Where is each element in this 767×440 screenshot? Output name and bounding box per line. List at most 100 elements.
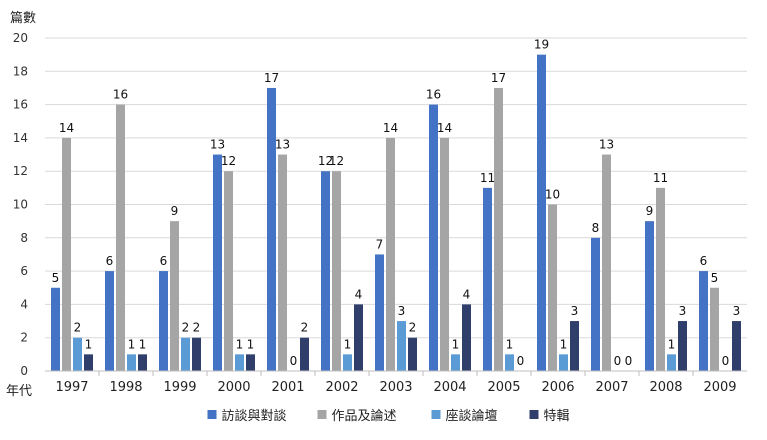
data-label: 1 bbox=[344, 337, 352, 351]
bar bbox=[235, 354, 244, 371]
bar bbox=[192, 337, 201, 371]
bar bbox=[73, 337, 82, 371]
data-label: 9 bbox=[646, 204, 654, 218]
y-tick-label: 6 bbox=[20, 264, 28, 278]
data-label: 17 bbox=[491, 71, 506, 85]
data-label: 6 bbox=[106, 254, 114, 268]
bar bbox=[678, 321, 687, 371]
data-label: 5 bbox=[52, 271, 60, 285]
y-tick-label: 14 bbox=[13, 131, 28, 145]
bars bbox=[51, 54, 741, 372]
legend: 訪談與對談 作品及論述 座談論壇 特輯 bbox=[207, 408, 570, 424]
data-label: 14 bbox=[383, 121, 398, 135]
x-axis-ticks: 1997 1998 1999 2000 2001 2002 2003 2004 2005 2006… bbox=[55, 371, 737, 395]
data-label: 6 bbox=[700, 254, 708, 268]
data-label: 2 bbox=[193, 321, 201, 335]
data-label: 16 bbox=[113, 88, 128, 102]
y-axis-label: 篇數 bbox=[10, 11, 36, 26]
data-label: 2 bbox=[409, 321, 417, 335]
bar bbox=[699, 271, 708, 371]
data-label: 4 bbox=[355, 287, 363, 301]
data-label: 13 bbox=[275, 138, 290, 152]
bar bbox=[84, 354, 93, 371]
data-label: 16 bbox=[426, 88, 441, 102]
data-label: 0 bbox=[614, 354, 622, 368]
x-tick-label: 1998 bbox=[109, 380, 142, 395]
bar bbox=[559, 354, 568, 371]
data-label: 1 bbox=[85, 337, 93, 351]
bar bbox=[62, 137, 71, 371]
x-axis-label: 年代 bbox=[6, 384, 32, 399]
data-label: 3 bbox=[571, 304, 579, 318]
bar bbox=[462, 304, 471, 371]
y-tick-label: 12 bbox=[13, 164, 28, 178]
bar bbox=[710, 287, 719, 371]
bar bbox=[386, 137, 395, 371]
bar bbox=[321, 171, 330, 371]
bar bbox=[732, 321, 741, 371]
data-label: 9 bbox=[171, 204, 179, 218]
data-label: 17 bbox=[264, 71, 279, 85]
bar bbox=[278, 154, 287, 371]
x-tick-label: 2006 bbox=[541, 380, 574, 395]
data-label: 5 bbox=[711, 271, 719, 285]
data-label: 19 bbox=[534, 38, 549, 52]
bar bbox=[656, 187, 665, 371]
legend-label: 作品及論述 bbox=[332, 408, 397, 424]
bar bbox=[408, 337, 417, 371]
x-tick-label: 2008 bbox=[649, 380, 682, 395]
bar bbox=[105, 271, 114, 371]
data-label: 0 bbox=[625, 354, 633, 368]
data-label: 12 bbox=[329, 154, 344, 168]
bar bbox=[645, 221, 654, 371]
legend-swatch bbox=[529, 410, 539, 419]
data-label: 12 bbox=[221, 154, 236, 168]
x-tick-label: 2004 bbox=[433, 380, 466, 395]
data-label: 14 bbox=[59, 121, 74, 135]
gridlines bbox=[45, 37, 747, 339]
bar bbox=[159, 271, 168, 371]
data-label: 4 bbox=[463, 287, 471, 301]
data-label: 2 bbox=[74, 321, 82, 335]
bar bbox=[170, 221, 179, 371]
bar bbox=[127, 354, 136, 371]
bar bbox=[483, 187, 492, 371]
data-label: 0 bbox=[517, 354, 525, 368]
x-tick-label: 2009 bbox=[703, 380, 736, 395]
legend-swatch bbox=[431, 410, 441, 419]
data-label: 1 bbox=[247, 337, 255, 351]
legend-swatch bbox=[207, 410, 217, 419]
bar bbox=[181, 337, 190, 371]
data-label: 13 bbox=[599, 138, 614, 152]
legend-swatch bbox=[317, 410, 327, 419]
x-tick-label: 1997 bbox=[55, 380, 88, 395]
data-label: 1 bbox=[668, 337, 676, 351]
bar bbox=[570, 321, 579, 371]
data-label: 11 bbox=[653, 171, 668, 185]
bar bbox=[494, 87, 503, 371]
data-label: 1 bbox=[506, 337, 514, 351]
data-label: 13 bbox=[210, 138, 225, 152]
bar bbox=[397, 321, 406, 371]
bar bbox=[213, 154, 222, 371]
bar bbox=[591, 237, 600, 371]
data-label: 1 bbox=[236, 337, 244, 351]
data-label: 11 bbox=[480, 171, 495, 185]
bar bbox=[246, 354, 255, 371]
data-label: 10 bbox=[545, 188, 560, 202]
x-tick-label: 2007 bbox=[595, 380, 628, 395]
y-tick-label: 20 bbox=[13, 31, 28, 45]
x-tick-label: 1999 bbox=[163, 380, 196, 395]
data-label: 1 bbox=[139, 337, 147, 351]
bar bbox=[354, 304, 363, 371]
x-tick-label: 2002 bbox=[325, 380, 358, 395]
data-label: 0 bbox=[722, 354, 730, 368]
y-tick-label: 4 bbox=[20, 297, 28, 311]
data-label: 7 bbox=[376, 237, 384, 251]
bar bbox=[138, 354, 147, 371]
data-label: 14 bbox=[437, 121, 452, 135]
data-label: 3 bbox=[398, 304, 406, 318]
y-tick-label: 0 bbox=[20, 364, 28, 378]
